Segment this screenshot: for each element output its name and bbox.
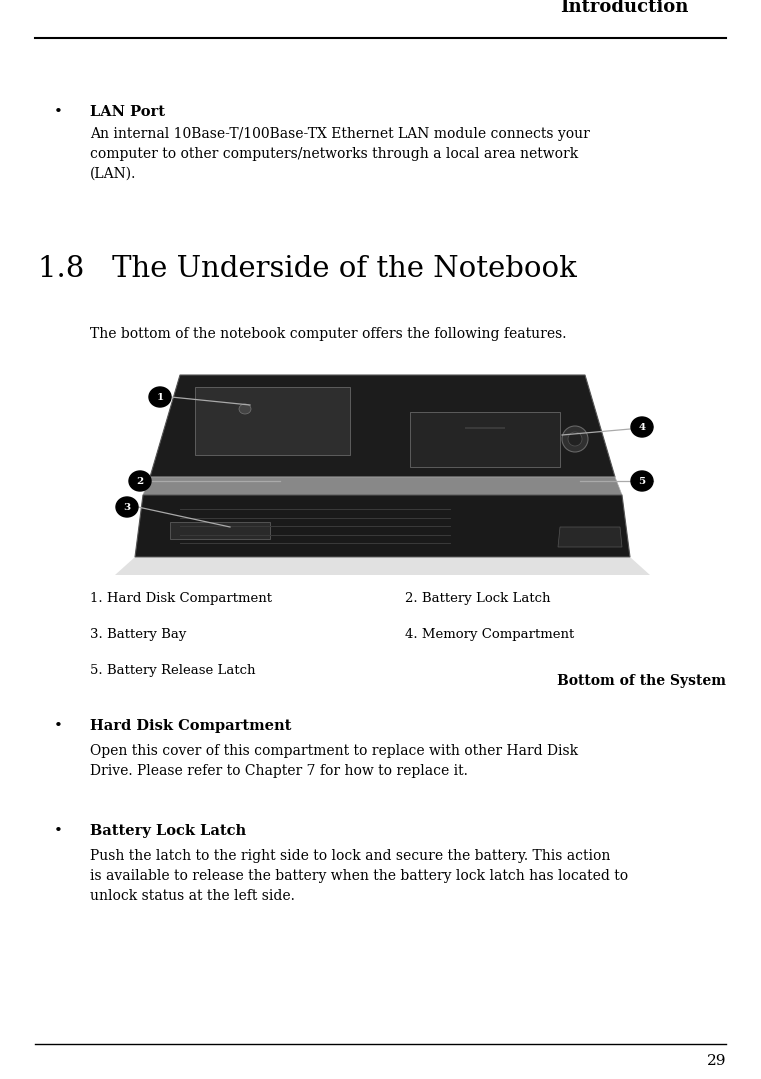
Polygon shape xyxy=(115,557,650,575)
Ellipse shape xyxy=(239,404,251,414)
Text: 2: 2 xyxy=(136,477,144,486)
Text: •: • xyxy=(53,824,62,838)
Text: 4. Memory Compartment: 4. Memory Compartment xyxy=(405,628,575,641)
Polygon shape xyxy=(150,375,615,477)
Text: •: • xyxy=(53,105,62,119)
Ellipse shape xyxy=(568,432,582,446)
Text: 5. Battery Release Latch: 5. Battery Release Latch xyxy=(90,664,256,677)
Text: The bottom of the notebook computer offers the following features.: The bottom of the notebook computer offe… xyxy=(90,327,566,341)
Ellipse shape xyxy=(631,416,653,437)
Text: 1.8   The Underside of the Notebook: 1.8 The Underside of the Notebook xyxy=(38,255,577,283)
Polygon shape xyxy=(410,412,560,467)
Polygon shape xyxy=(558,527,622,547)
Text: 1: 1 xyxy=(693,0,726,8)
Text: 29: 29 xyxy=(706,1054,726,1068)
Text: 3. Battery Bay: 3. Battery Bay xyxy=(90,628,186,641)
Ellipse shape xyxy=(129,472,151,491)
Text: 3: 3 xyxy=(123,503,131,511)
Text: Open this cover of this compartment to replace with other Hard Disk
Drive. Pleas: Open this cover of this compartment to r… xyxy=(90,745,578,778)
Text: LAN Port: LAN Port xyxy=(90,105,165,119)
Ellipse shape xyxy=(631,472,653,491)
Polygon shape xyxy=(195,387,350,455)
Text: Hard Disk Compartment: Hard Disk Compartment xyxy=(90,719,291,733)
Ellipse shape xyxy=(562,426,588,452)
Polygon shape xyxy=(170,522,270,540)
Text: Push the latch to the right side to lock and secure the battery. This action
is : Push the latch to the right side to lock… xyxy=(90,849,628,903)
Text: 1. Hard Disk Compartment: 1. Hard Disk Compartment xyxy=(90,592,272,605)
Ellipse shape xyxy=(116,497,138,517)
Text: 1: 1 xyxy=(156,393,164,401)
Ellipse shape xyxy=(149,387,171,407)
Text: Battery Lock Latch: Battery Lock Latch xyxy=(90,824,246,838)
Polygon shape xyxy=(143,477,622,495)
Text: 5: 5 xyxy=(638,477,645,486)
Text: An internal 10Base-T/100Base-TX Ethernet LAN module connects your
computer to ot: An internal 10Base-T/100Base-TX Ethernet… xyxy=(90,127,590,181)
Polygon shape xyxy=(135,495,630,557)
Polygon shape xyxy=(465,427,505,429)
Text: Introduction: Introduction xyxy=(559,0,688,16)
Text: 2. Battery Lock Latch: 2. Battery Lock Latch xyxy=(405,592,550,605)
Text: •: • xyxy=(53,719,62,733)
Text: 4: 4 xyxy=(638,423,645,432)
Text: Bottom of the System: Bottom of the System xyxy=(557,674,726,688)
